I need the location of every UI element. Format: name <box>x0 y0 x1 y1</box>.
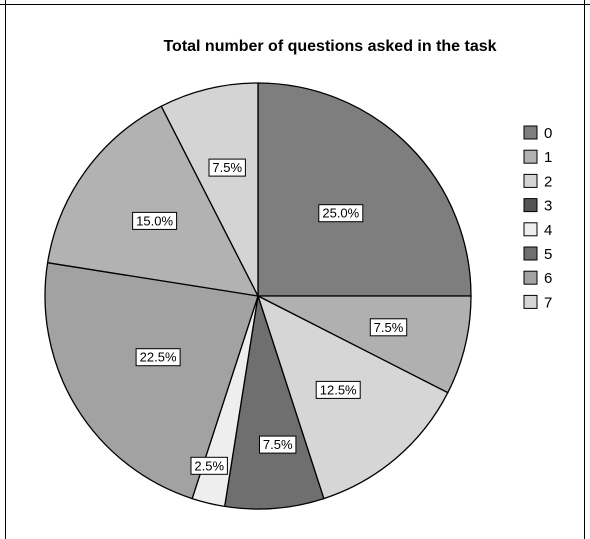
slice-label-box <box>318 204 364 223</box>
slice-label-box <box>208 158 246 177</box>
slice-label-text: 12.5% <box>320 382 357 397</box>
slice-label-box <box>135 348 181 367</box>
legend-item-2: 2 <box>523 173 552 190</box>
slice-label-5: 22.5% <box>135 348 181 367</box>
legend-label: 2 <box>544 173 552 190</box>
legend-label: 6 <box>544 270 552 287</box>
legend-label: 1 <box>544 149 552 166</box>
slice-label-4: 2.5% <box>190 456 228 475</box>
slice-label-1: 7.5% <box>369 318 408 337</box>
pie-slice-7 <box>160 82 259 297</box>
slice-label-2: 12.5% <box>315 380 361 399</box>
legend-item-7: 7 <box>523 294 552 311</box>
slice-label-text: 2.5% <box>194 458 224 473</box>
slice-label-text: 7.5% <box>263 437 293 452</box>
slice-label-3: 7.5% <box>259 435 297 454</box>
chart-title: Total number of questions asked in the t… <box>163 38 497 55</box>
legend-label: 3 <box>544 198 552 215</box>
slice-label-text: 25.0% <box>322 206 359 221</box>
legend-swatch <box>523 246 538 261</box>
legend-swatch <box>523 149 538 164</box>
slice-label-text: 22.5% <box>140 350 177 365</box>
slice-label-0: 25.0% <box>318 204 364 223</box>
slice-label-text: 7.5% <box>212 160 242 175</box>
legend-label: 7 <box>544 294 552 311</box>
pie-slice-0 <box>257 82 472 297</box>
legend-item-4: 4 <box>523 222 552 239</box>
legend-swatch <box>523 198 538 213</box>
legend-swatch <box>523 173 538 188</box>
slice-label-box <box>190 456 228 475</box>
pie-labels: 25.0% 7.5% 12.5% 7.5% 2.5% 22.5% 15.0% 7.5% <box>132 158 408 475</box>
legend-item-5: 5 <box>523 246 552 263</box>
legend-item-0: 0 <box>523 125 552 142</box>
slice-label-box <box>315 380 361 399</box>
legend-item-3: 3 <box>523 198 552 215</box>
pie-slice-5 <box>44 261 259 500</box>
legend-item-1: 1 <box>523 149 552 166</box>
legend-label: 4 <box>544 222 552 239</box>
frame-border-right <box>584 0 585 539</box>
frame-border-left <box>5 0 6 539</box>
legend-label: 5 <box>544 246 552 263</box>
legend: 0 1 2 3 4 5 6 7 <box>523 125 552 311</box>
slice-label-7: 7.5% <box>208 158 246 177</box>
pie-slice-6 <box>46 105 260 297</box>
slice-label-text: 15.0% <box>136 213 173 228</box>
pie-slice-1 <box>257 295 472 394</box>
legend-swatch <box>523 222 538 237</box>
pie-slices <box>44 82 472 510</box>
legend-swatch <box>523 294 538 309</box>
slice-label-box <box>132 211 178 230</box>
legend-swatch <box>523 125 538 140</box>
slice-label-text: 7.5% <box>374 320 404 335</box>
pie-slice-3 <box>223 295 325 510</box>
slice-label-6: 15.0% <box>132 211 178 230</box>
legend-label: 0 <box>544 125 552 142</box>
slice-label-box <box>369 318 408 337</box>
legend-swatch <box>523 270 538 285</box>
frame-border-top <box>0 4 590 5</box>
legend-item-6: 6 <box>523 270 552 287</box>
slice-label-box <box>259 435 297 454</box>
